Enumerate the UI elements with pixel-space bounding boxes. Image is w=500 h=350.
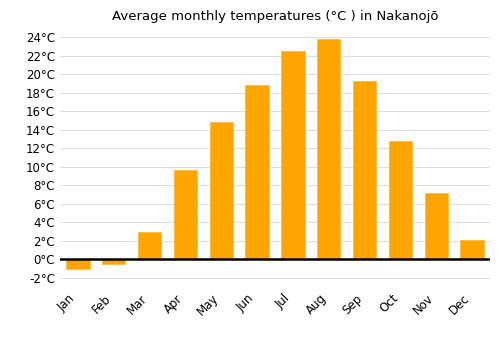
Bar: [317, 39, 340, 259]
Bar: [174, 169, 197, 259]
Title: Average monthly temperatures (°C ) in Nakanojō: Average monthly temperatures (°C ) in Na…: [112, 10, 438, 23]
Bar: [210, 122, 233, 259]
Bar: [246, 85, 268, 259]
Bar: [460, 240, 483, 259]
Bar: [102, 259, 126, 264]
Bar: [389, 141, 412, 259]
Bar: [282, 51, 304, 259]
Bar: [424, 193, 448, 259]
Bar: [138, 231, 161, 259]
Bar: [353, 81, 376, 259]
Bar: [66, 259, 90, 268]
